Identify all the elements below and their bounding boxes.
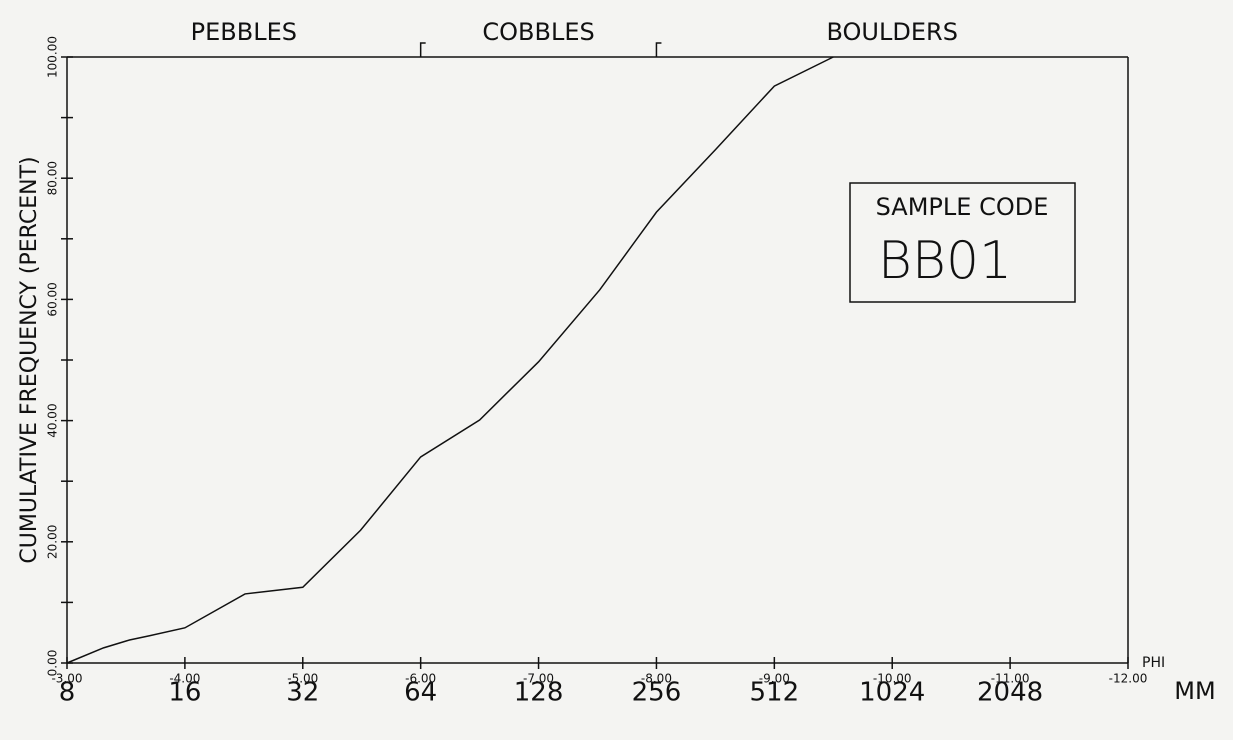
- mm-label: 256: [632, 678, 682, 708]
- x-axis-title: PHI: [1142, 655, 1165, 671]
- legend-box: [849, 182, 1076, 303]
- size-class-label: COBBLES: [482, 18, 594, 46]
- x2-axis-title: MM: [1174, 677, 1215, 705]
- x-tick-label: -7.00: [523, 672, 554, 686]
- data-line: [66, 56, 834, 664]
- class-boundary: [419, 42, 426, 57]
- x-tick-label: -3.00: [51, 672, 82, 686]
- y-axis-title: CUMULATIVE FREQUENCY (PERCENT): [17, 156, 42, 563]
- y-tick-label: 100.00: [46, 36, 60, 78]
- mm-label: 2048: [977, 678, 1043, 708]
- x-tick-label: -8.00: [641, 672, 672, 686]
- size-class-label: PEBBLES: [191, 18, 297, 46]
- x-tick-label: -11.00: [991, 672, 1030, 686]
- y-tick-label: 80.00: [46, 161, 60, 195]
- y-tick-label: 0.00: [46, 650, 60, 677]
- mm-label: 512: [750, 678, 800, 708]
- legend-value: BB01: [878, 231, 1012, 291]
- mm-label: 32: [286, 678, 319, 708]
- mm-label: 16: [168, 678, 201, 708]
- size-class-label: BOULDERS: [827, 18, 958, 46]
- mm-label: 128: [514, 678, 564, 708]
- legend-title: SAMPLE CODE: [876, 193, 1049, 221]
- x-tick-label: -5.00: [287, 672, 318, 686]
- x-tick-label: -4.00: [169, 672, 200, 686]
- mm-label: 1024: [859, 678, 925, 708]
- class-boundary: [655, 42, 662, 57]
- x-tick-label: -6.00: [405, 672, 436, 686]
- x-tick-label: -9.00: [759, 672, 790, 686]
- x-tick-label: -10.00: [873, 672, 912, 686]
- mm-label: 64: [404, 678, 437, 708]
- y-tick-label: 20.00: [46, 525, 60, 559]
- x-tick-label: -12.00: [1109, 672, 1148, 686]
- mm-label: 8: [59, 678, 76, 708]
- y-tick-label: 40.00: [46, 403, 60, 437]
- y-tick-label: 60.00: [46, 282, 60, 316]
